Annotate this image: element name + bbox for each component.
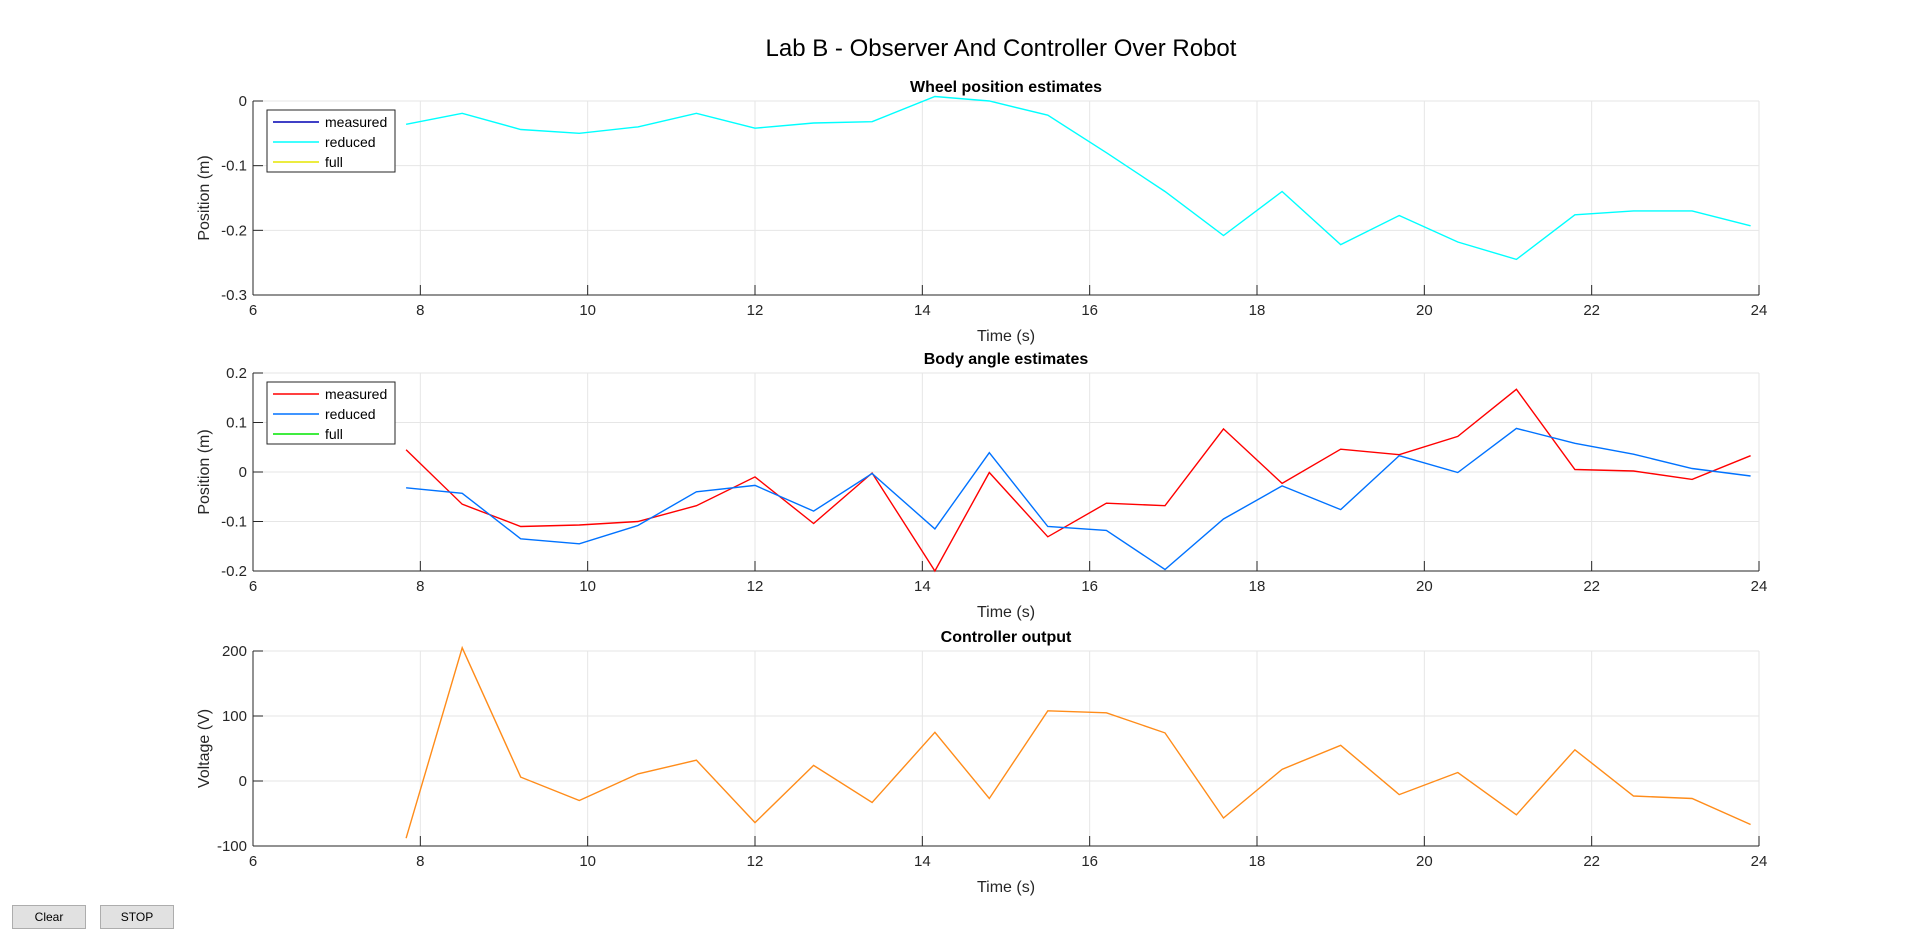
y-tick-label: -0.3 [221, 287, 247, 304]
x-tick-label: 24 [1751, 578, 1768, 595]
legend-entry: full [325, 154, 343, 170]
x-tick-label: 16 [1081, 302, 1098, 319]
legend: measured reduced full [266, 381, 396, 445]
y-axis-label: Position (m) [196, 155, 213, 240]
y-tick-label: 0 [239, 93, 247, 110]
y-tick-label: 0 [239, 773, 247, 790]
legend-entry: full [325, 426, 343, 442]
y-tick-label: 200 [222, 643, 247, 660]
x-tick-label: 20 [1416, 578, 1433, 595]
subplot-3: 6 8 10 12 14 16 18 20 22 24 -100 0 100 200 Controller … [196, 629, 1767, 896]
series-line-measured [405, 388, 1751, 573]
x-tick-label: 22 [1583, 853, 1600, 870]
y-tick-label: 0 [239, 464, 247, 481]
y-tick-label: 0.1 [226, 415, 247, 432]
x-tick-label: 20 [1416, 853, 1433, 870]
subplot-title: Controller output [941, 629, 1072, 646]
x-tick-label: 22 [1583, 578, 1600, 595]
y-axis-label: Voltage (V) [196, 709, 213, 788]
series-line-output [405, 645, 1751, 839]
clear-button[interactable]: Clear [12, 905, 86, 929]
subplot-title: Body angle estimates [924, 351, 1089, 368]
x-tick-label: 24 [1751, 853, 1768, 870]
legend-entry: measured [325, 114, 387, 130]
series-line-reduced [406, 427, 1751, 571]
subplot-2: 6 8 10 12 14 16 18 20 22 24 -0.2 -0.1 0 0.1 0.2 Body an… [196, 351, 1767, 621]
x-tick-label: 8 [416, 853, 424, 870]
x-tick-label: 18 [1249, 302, 1266, 319]
x-tick-label: 10 [579, 853, 596, 870]
x-tick-label: 6 [249, 302, 257, 319]
x-tick-label: 24 [1751, 302, 1768, 319]
x-tick-label: 14 [914, 853, 931, 870]
y-tick-label: 0.2 [226, 365, 247, 382]
y-tick-label: -0.1 [221, 158, 247, 175]
x-tick-label: 6 [249, 578, 257, 595]
x-tick-label: 20 [1416, 302, 1433, 319]
x-axis-label: Time (s) [977, 879, 1035, 896]
legend-entry: reduced [325, 406, 376, 422]
x-tick-label: 14 [914, 578, 931, 595]
legend-entry: measured [325, 386, 387, 402]
figure-title: Lab B - Observer And Controller Over Rob… [766, 35, 1237, 62]
x-tick-label: 10 [579, 578, 596, 595]
y-tick-label: -0.1 [221, 514, 247, 531]
x-axis-label: Time (s) [977, 328, 1035, 345]
y-tick-label: -0.2 [221, 222, 247, 239]
x-tick-label: 14 [914, 302, 931, 319]
x-tick-label: 12 [747, 578, 764, 595]
stop-button[interactable]: STOP [100, 905, 174, 929]
y-axis-label: Position (m) [196, 429, 213, 514]
legend-entry: reduced [325, 134, 376, 150]
x-tick-label: 16 [1081, 578, 1098, 595]
x-tick-label: 18 [1249, 853, 1266, 870]
x-tick-label: 6 [249, 853, 257, 870]
x-tick-label: 8 [416, 302, 424, 319]
y-tick-label: 100 [222, 708, 247, 725]
x-tick-label: 12 [747, 302, 764, 319]
x-tick-label: 18 [1249, 578, 1266, 595]
x-tick-label: 10 [579, 302, 596, 319]
y-tick-label: -100 [217, 838, 247, 855]
series-line-reduced [405, 95, 1751, 261]
subplot-title: Wheel position estimates [910, 79, 1102, 96]
x-tick-label: 22 [1583, 302, 1600, 319]
subplots-group: 6 8 10 12 14 16 18 20 22 24 -0.3 -0.2 -0.1 0 Wheel pos… [196, 79, 1767, 896]
y-tick-label: -0.2 [221, 563, 247, 580]
legend: measured reduced full [266, 109, 396, 173]
x-tick-label: 16 [1081, 853, 1098, 870]
x-axis-label: Time (s) [977, 604, 1035, 621]
x-tick-label: 8 [416, 578, 424, 595]
x-tick-label: 12 [747, 853, 764, 870]
subplot-1: 6 8 10 12 14 16 18 20 22 24 -0.3 -0.2 -0.1 0 Wheel pos… [196, 79, 1767, 345]
